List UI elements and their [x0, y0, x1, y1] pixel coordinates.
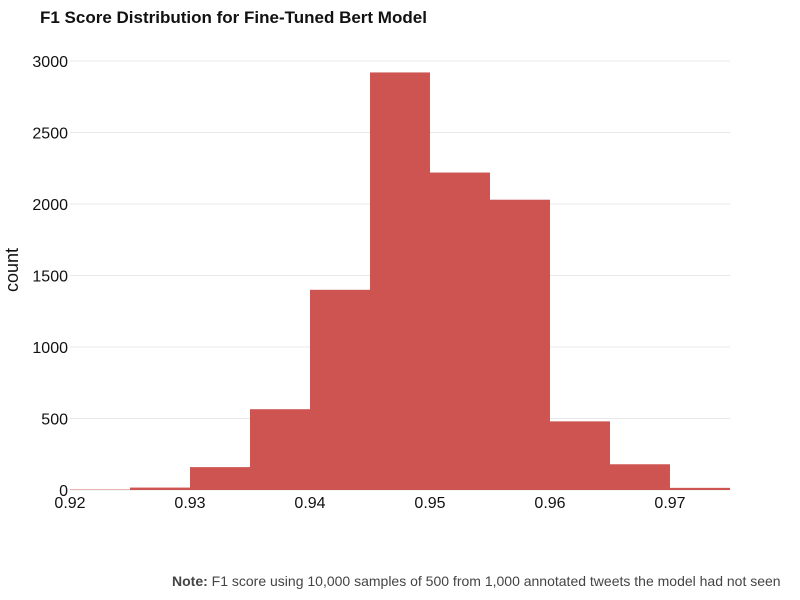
- note-text: F1 score using 10,000 samples of 500 fro…: [211, 573, 781, 589]
- y-tick-label: 3000: [32, 54, 68, 71]
- y-tick-label: 2000: [32, 197, 68, 214]
- x-tick-label: 0.92: [54, 495, 85, 512]
- histogram-bar: [310, 289, 370, 490]
- x-tick-label: 0.96: [534, 495, 565, 512]
- y-tick-label: 1000: [32, 340, 68, 357]
- y-tick-label: 1500: [32, 269, 68, 286]
- x-axis-ticks: 0.92 0.93 0.94 0.95 0.96 0.97: [54, 495, 685, 512]
- histogram-bar: [430, 172, 490, 491]
- histogram-bar: [490, 199, 550, 490]
- y-tick-label: 2500: [32, 126, 68, 143]
- x-tick-label: 0.95: [414, 495, 445, 512]
- histogram-bar: [190, 467, 250, 490]
- histogram-bar: [370, 72, 430, 490]
- chart-note: Note: F1 score using 10,000 samples of 5…: [172, 573, 781, 589]
- y-axis-label: count: [2, 248, 22, 292]
- histogram-bar: [250, 409, 310, 490]
- x-tick-label: 0.93: [174, 495, 205, 512]
- x-tick-label: 0.97: [654, 495, 685, 512]
- y-tick-label: 0: [59, 483, 68, 500]
- chart-title: F1 Score Distribution for Fine-Tuned Ber…: [40, 8, 427, 27]
- y-tick-label: 500: [41, 412, 68, 429]
- note-label: Note:: [172, 573, 208, 589]
- histogram-bars: [70, 72, 730, 491]
- histogram-bar: [130, 487, 190, 490]
- histogram-bar: [610, 464, 670, 490]
- y-axis-ticks: 0 500 1000 1500 2000 2500 3000: [32, 54, 68, 500]
- histogram-bar: [670, 487, 730, 490]
- histogram-bar: [550, 421, 610, 490]
- x-tick-label: 0.94: [294, 495, 325, 512]
